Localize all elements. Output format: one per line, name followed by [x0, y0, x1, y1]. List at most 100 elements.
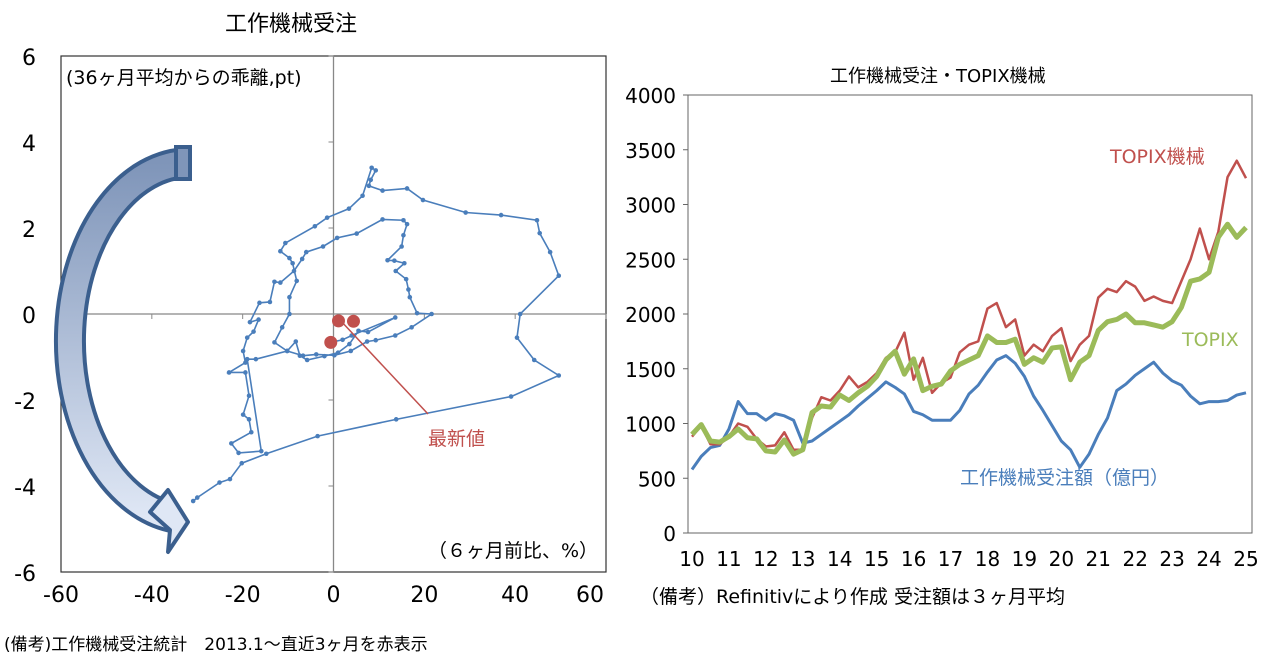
- left-x-tick-label: 60: [576, 583, 604, 608]
- orders-cycle-point: [290, 260, 295, 266]
- right-y-tick-label: 2500: [625, 248, 676, 272]
- orders-cycle-point: [365, 329, 371, 335]
- orders-cycle-point: [364, 339, 370, 344]
- orders-cycle-point: [403, 276, 409, 282]
- orders-cycle-point: [393, 417, 399, 422]
- right-x-tick-label: 21: [1086, 547, 1111, 571]
- orders-cycle-point: [498, 212, 504, 218]
- orders-cycle-point: [294, 278, 300, 284]
- left-series: [190, 165, 562, 504]
- orders-cycle-point: [407, 294, 413, 300]
- left-x-tick-label: 20: [410, 583, 438, 608]
- latest-point: [331, 314, 345, 328]
- latest-point: [346, 314, 360, 328]
- orders-cycle-point: [537, 230, 542, 236]
- orders-cycle-point: [257, 300, 262, 306]
- right-axes: 4000 3500 3000 2500 2000 1500 1000 500 010 11 12 13…: [625, 84, 1259, 571]
- series-line-topix-machinery: [691, 159, 1248, 452]
- orders-cycle-point: [332, 352, 337, 358]
- legend-label-topix-machinery: TOPIX機械: [1109, 146, 1205, 168]
- legend-label-topix: TOPIX: [1181, 329, 1239, 351]
- orders-cycle-point: [267, 299, 273, 305]
- cycle-arrow-icon: [53, 145, 192, 554]
- right-y-tick-label: 3000: [625, 194, 676, 218]
- orders-cycle-point: [320, 244, 326, 249]
- orders-cycle-point: [534, 217, 540, 223]
- left-chart-title: 工作機械受注: [225, 12, 358, 37]
- orders-cycle-point: [300, 353, 306, 359]
- orders-cycle-point: [240, 348, 246, 354]
- orders-cycle-point: [429, 311, 434, 317]
- left-x-tick-label: -40: [134, 583, 170, 608]
- right-x-tick-label: 16: [901, 547, 926, 571]
- right-x-tick-label: 22: [1122, 547, 1147, 571]
- orders-cycle-point: [291, 268, 297, 274]
- left-x-tick-label: -60: [43, 583, 79, 608]
- orders-cycle-point: [340, 337, 345, 343]
- left-y-tick-label: -2: [14, 390, 36, 415]
- orders-cycle-point: [547, 249, 553, 255]
- left-y-axis-label: (36ヶ月平均からの乖離,pt): [66, 67, 302, 89]
- orders-cycle-point: [244, 335, 250, 340]
- left-y-tick-label: 4: [22, 132, 36, 157]
- orders-cycle-point: [256, 317, 261, 322]
- orders-cycle-point: [194, 495, 200, 500]
- right-x-tick-label: 12: [753, 547, 778, 571]
- orders-cycle-point: [348, 348, 354, 354]
- orders-cycle-point: [240, 412, 246, 417]
- orders-cycle-point: [239, 460, 245, 466]
- orders-cycle-point: [556, 273, 562, 279]
- orders-cycle-point: [190, 498, 196, 504]
- left-y-tick-label: 2: [22, 218, 36, 243]
- orders-cycle-point: [263, 451, 269, 457]
- orders-cycle-point: [243, 360, 248, 365]
- orders-cycle-point: [380, 217, 385, 222]
- left-y-tick-label: 6: [22, 46, 36, 71]
- orders-cycle-point: [347, 341, 352, 347]
- right-x-tick-label: 25: [1233, 547, 1258, 571]
- orders-cycle-point: [409, 325, 414, 330]
- orders-cycle-point: [404, 186, 410, 191]
- left-chart-note: (備考)工作機械受注統計 2013.1～直近3ヶ月を赤表示: [4, 635, 428, 655]
- orders-cycle-point: [312, 223, 318, 229]
- right-y-tick-label: 0: [663, 522, 676, 546]
- orders-cycle-point: [299, 256, 305, 262]
- right-y-tick-label: 3500: [625, 139, 676, 163]
- legend-label-machine-tool-orders: 工作機械受注額（億円）: [960, 467, 1169, 489]
- right-chart-title: 工作機械受注・TOPIX機械: [830, 66, 1046, 87]
- orders-cycle-point: [278, 280, 283, 285]
- orders-cycle-point: [279, 325, 285, 330]
- orders-cycle-point: [414, 310, 420, 316]
- orders-cycle-point: [229, 441, 234, 446]
- left-x-tick-label: 40: [501, 583, 529, 608]
- orders-cycle-point: [402, 260, 407, 266]
- right-series: [690, 159, 1248, 471]
- right-y-tick-label: 2000: [625, 303, 676, 327]
- left-x-tick-label: -20: [225, 583, 261, 608]
- orders-cycle-point: [369, 165, 374, 171]
- series-line-topix: [690, 221, 1248, 457]
- right-x-tick-label: 17: [938, 547, 963, 571]
- orders-cycle-point: [514, 335, 520, 340]
- orders-cycle-point: [297, 353, 303, 359]
- orders-cycle-point: [293, 339, 299, 344]
- left-y-tick-label: 0: [22, 304, 36, 329]
- right-x-tick-label: 15: [864, 547, 889, 571]
- orders-cycle-point: [360, 193, 365, 199]
- right-x-tick-label: 10: [679, 547, 704, 571]
- orders-cycle-point: [246, 417, 252, 422]
- orders-cycle-point: [324, 215, 330, 220]
- orders-cycle-point: [313, 352, 319, 357]
- orders-cycle-point: [236, 450, 241, 456]
- orders-cycle-point: [366, 183, 372, 189]
- latest-annotation-label: 最新値: [428, 428, 485, 450]
- orders-cycle-point: [393, 268, 399, 274]
- orders-cycle-point: [278, 248, 283, 254]
- orders-cycle-point: [258, 448, 264, 454]
- orders-cycle-point: [420, 197, 426, 203]
- orders-cycle-point: [392, 258, 397, 263]
- right-y-tick-label: 4000: [625, 84, 676, 108]
- right-chart-note: （備考）Refinitivにより作成 受注額は３ヶ月平均: [640, 586, 1065, 608]
